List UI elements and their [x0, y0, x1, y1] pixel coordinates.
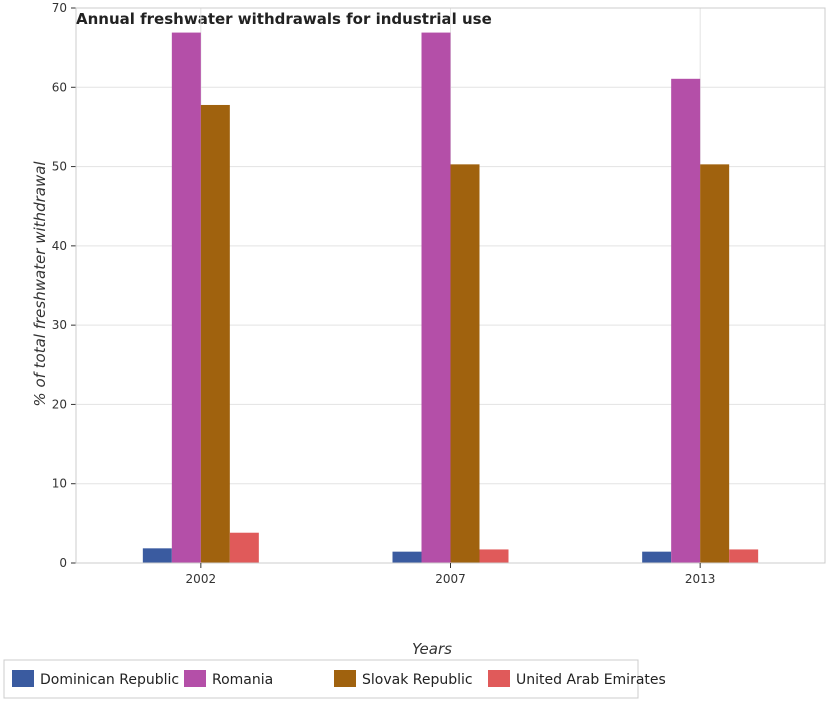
bar	[392, 551, 422, 563]
bar	[700, 164, 730, 563]
chart-title: Annual freshwater withdrawals for indust…	[76, 10, 492, 28]
bar	[479, 549, 509, 563]
bars	[142, 32, 759, 564]
x-tick-label: 2007	[435, 572, 466, 586]
y-tick-label: 50	[52, 160, 67, 174]
legend-swatch	[488, 670, 510, 687]
legend-swatch	[334, 670, 356, 687]
legend-label: United Arab Emirates	[516, 672, 666, 688]
legend-swatch	[184, 670, 206, 687]
y-tick-label: 20	[52, 397, 67, 411]
legend-label: Dominican Republic	[40, 672, 179, 688]
y-tick-label: 70	[52, 1, 67, 15]
y-tick-label: 40	[52, 239, 67, 253]
legend-label: Romania	[212, 672, 273, 688]
y-tick-label: 10	[52, 477, 67, 491]
x-tick-label: 2013	[685, 572, 716, 586]
y-axis-label: % of total freshwater withdrawal	[31, 161, 49, 407]
axes: 0 10 20 30 40 50 60 70 2002 2007 2013	[52, 1, 826, 586]
bar	[671, 78, 701, 564]
y-tick-label: 60	[52, 80, 67, 94]
bar	[450, 164, 480, 563]
bar	[421, 32, 451, 564]
legend: Dominican Republic Romania Slovak Republic…	[3, 659, 666, 699]
bar	[142, 548, 172, 563]
bar	[642, 551, 672, 563]
y-tick-label: 30	[52, 318, 67, 332]
x-tick-label: 2002	[186, 572, 217, 586]
legend-swatch	[12, 670, 34, 687]
bar	[200, 104, 230, 563]
bar	[229, 532, 259, 563]
y-tick-label: 0	[59, 556, 67, 570]
legend-label: Slovak Republic	[362, 672, 473, 688]
legend-box	[3, 659, 639, 699]
x-axis-label: Years	[412, 640, 452, 658]
bar	[171, 32, 201, 564]
bar	[729, 549, 759, 563]
